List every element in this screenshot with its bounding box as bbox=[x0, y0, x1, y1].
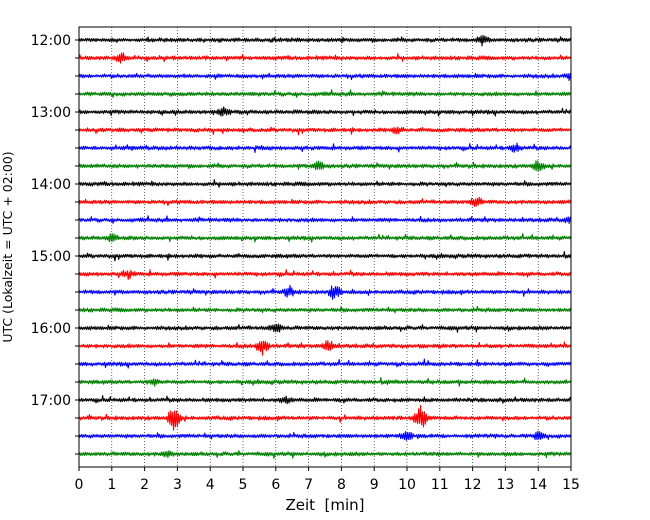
trace-line bbox=[78, 430, 572, 441]
trace-line bbox=[78, 450, 572, 459]
x-tick-label: 5 bbox=[239, 477, 248, 493]
x-tick-label: 2 bbox=[140, 477, 149, 493]
trace-line bbox=[78, 251, 572, 262]
y-tick-label: 13:00 bbox=[31, 105, 71, 121]
x-tick-label: 8 bbox=[337, 477, 346, 493]
x-tick-label: 12 bbox=[464, 477, 482, 493]
plot-frame bbox=[78, 26, 572, 468]
x-tick-label: 6 bbox=[271, 477, 280, 493]
x-tick-label: 4 bbox=[206, 477, 215, 493]
trace-line bbox=[78, 404, 572, 431]
trace-line bbox=[78, 179, 572, 188]
trace-line bbox=[78, 215, 572, 225]
x-axis-label: Zeit [min] bbox=[285, 496, 364, 514]
trace-line bbox=[78, 340, 572, 356]
x-tick-label: 1 bbox=[107, 477, 116, 493]
trace-line bbox=[78, 233, 572, 243]
trace-line bbox=[78, 126, 572, 136]
y-tick-label: 16:00 bbox=[31, 321, 71, 337]
x-grid bbox=[111, 27, 539, 467]
trace-line bbox=[78, 72, 572, 82]
y-tick-label: 14:00 bbox=[31, 177, 71, 193]
plot-background bbox=[79, 27, 571, 467]
trace-line bbox=[78, 106, 572, 117]
y-ticks: 12:00 13:00 14:00 15:00 16:00 17:00 bbox=[31, 33, 79, 455]
x-tick-label: 9 bbox=[370, 477, 379, 493]
trace-line bbox=[78, 284, 572, 300]
traces bbox=[78, 34, 572, 459]
y-tick-label: 17:00 bbox=[31, 393, 71, 409]
x-tick-label: 15 bbox=[562, 477, 580, 493]
x-tick-label: 14 bbox=[529, 477, 547, 493]
trace-line bbox=[78, 305, 572, 314]
x-tick-label: 11 bbox=[431, 477, 449, 493]
trace-line bbox=[78, 377, 572, 387]
trace-line bbox=[78, 395, 572, 405]
y-tick-label: 12:00 bbox=[31, 33, 71, 49]
trace-line bbox=[78, 142, 572, 153]
trace-line bbox=[78, 323, 572, 333]
y-axis-label: UTC (Lokalzeit = UTC + 02:00) bbox=[0, 151, 15, 342]
trace-line bbox=[78, 160, 572, 172]
x-tick-label: 7 bbox=[304, 477, 313, 493]
x-ticks: 0 1 2 3 4 5 6 7 8 9 10 11 12 13 14 15 bbox=[75, 467, 580, 493]
trace-line bbox=[78, 34, 572, 47]
trace-line bbox=[78, 89, 572, 98]
y-tick-label: 15:00 bbox=[31, 249, 71, 265]
x-tick-label: 3 bbox=[173, 477, 182, 493]
trace-line bbox=[78, 358, 572, 369]
x-tick-label: 0 bbox=[75, 477, 84, 493]
x-tick-label: 13 bbox=[496, 477, 514, 493]
x-tick-label: 10 bbox=[398, 477, 416, 493]
trace-line bbox=[78, 269, 572, 281]
trace-line bbox=[78, 196, 572, 207]
trace-line bbox=[78, 52, 572, 64]
